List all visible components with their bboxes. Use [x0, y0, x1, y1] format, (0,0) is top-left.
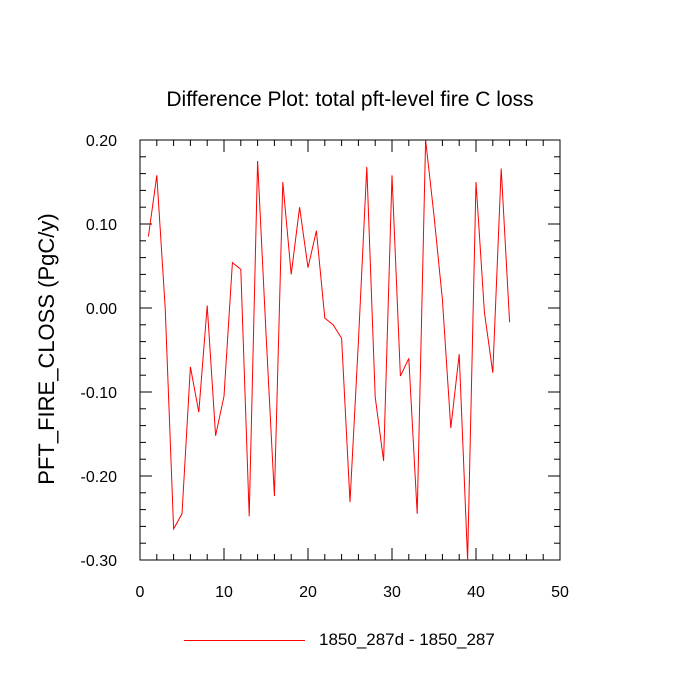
series-line-0 — [147, 139, 511, 561]
axis-ticks — [139, 139, 561, 561]
tick-labels: 0 10 20 30 40 50 -0.30 -0.20 -0.10 0.00 0.10 0.20 — [81, 133, 569, 601]
y-tick-label: -0.30 — [81, 553, 118, 570]
legend-label: 1850_287d - 1850_287 — [319, 630, 495, 649]
x-tick-label: 20 — [299, 584, 317, 601]
legend-swatch-line — [184, 640, 305, 641]
x-tick-label: 40 — [467, 584, 485, 601]
y-tick-label: 0.20 — [86, 133, 117, 150]
x-tick-label: 30 — [383, 584, 401, 601]
y-tick-label: 0.00 — [86, 301, 117, 318]
y-tick-label: -0.10 — [81, 385, 118, 402]
x-tick-label: 10 — [215, 584, 233, 601]
y-tick-label: 0.10 — [86, 217, 117, 234]
y-tick-label: -0.20 — [81, 469, 118, 486]
x-tick-label: 50 — [551, 584, 569, 601]
plot-frame — [139, 139, 561, 561]
chart-title: Difference Plot: total pft-level fire C … — [166, 88, 534, 111]
x-tick-label: 0 — [136, 584, 145, 601]
series-lines — [147, 139, 511, 561]
